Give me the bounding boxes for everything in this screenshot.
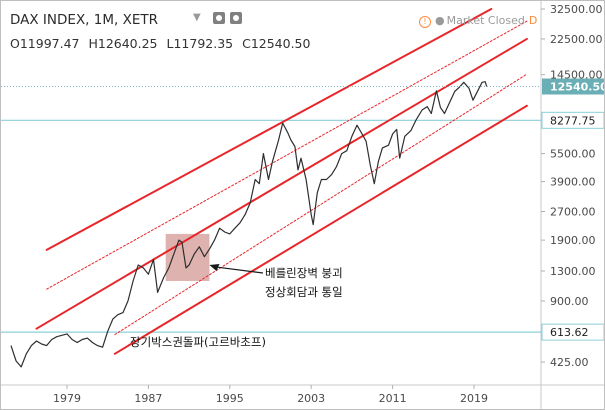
annotation-arrowhead [209, 263, 220, 271]
y-tick-label: 5500.00 [550, 148, 596, 161]
market-status[interactable]: ! ● Market Closed D [419, 14, 537, 28]
y-tick-label: 3900.00 [550, 176, 596, 189]
annotation-text: 장기박스권돌파(고르바초프) [130, 335, 266, 349]
x-tick-label: 1987 [134, 392, 162, 405]
high-value: H12640.25 [88, 36, 158, 51]
y-tick-label: 900.00 [550, 295, 589, 308]
x-tick-label: 1979 [53, 392, 81, 405]
channel-line [45, 8, 493, 251]
annotation-arrow [215, 266, 264, 274]
level-price-box [541, 111, 604, 129]
close-value: C12540.50 [242, 36, 311, 51]
channel-line [35, 37, 528, 330]
x-tick-label: 2019 [460, 392, 488, 405]
price-series [10, 81, 488, 368]
y-tick-label: 425.00 [550, 356, 589, 369]
market-status-text: Market Closed [446, 14, 525, 27]
channel-midline [114, 73, 528, 336]
clock-icon: ! [419, 16, 431, 28]
time-axis: 1979 1987 1995 2003 2011 2019 [1, 384, 604, 405]
last-price-box [542, 78, 604, 95]
gear-icon[interactable] [230, 12, 242, 24]
channel-midline [46, 20, 528, 290]
y-tick-label: 14500.00 [550, 69, 603, 82]
annotation-text: 베를린장벽 붕괴 [265, 266, 343, 280]
low-value: L11792.35 [166, 36, 234, 51]
trend-channel [35, 8, 528, 355]
level-price-label: 613.62 [550, 326, 589, 339]
y-tick-label: 1900.00 [550, 234, 596, 247]
annotation-text: 정상회담과 통일 [265, 285, 343, 299]
last-price-marker: 12540.50 [1, 78, 604, 95]
x-tick-label: 2011 [379, 392, 407, 405]
status-dot-icon: ● [435, 14, 445, 27]
x-tick-label: 1995 [216, 392, 244, 405]
level-price-box [541, 323, 604, 341]
price-series-group [10, 81, 488, 368]
ohlc-readout: O11997.47 H12640.25 L11792.35 C12540.50 [10, 36, 315, 51]
horizontal-levels: 8277.75 613.62 [1, 111, 604, 341]
y-tick-label: 22500.00 [550, 33, 603, 46]
chart-title[interactable]: DAX INDEX, 1M, XETR [10, 12, 158, 28]
last-price-label: 12540.50 [550, 81, 604, 94]
level-price-label: 8277.75 [550, 114, 596, 127]
market-status-letter: D [528, 14, 538, 27]
y-tick-label: 2700.00 [550, 206, 596, 219]
y-tick-label: 1300.00 [550, 265, 596, 278]
open-value: O11997.47 [10, 36, 80, 51]
y-tick-label: 32500.00 [550, 3, 603, 16]
symbol-dropdown-icon[interactable]: ▼ [193, 12, 201, 23]
price-axis: 32500.00 22500.00 14500.00 5500.00 3900.00 27… [540, 1, 603, 409]
channel-line [113, 104, 528, 355]
x-tick-label: 2003 [297, 392, 325, 405]
eye-icon[interactable] [213, 12, 225, 24]
